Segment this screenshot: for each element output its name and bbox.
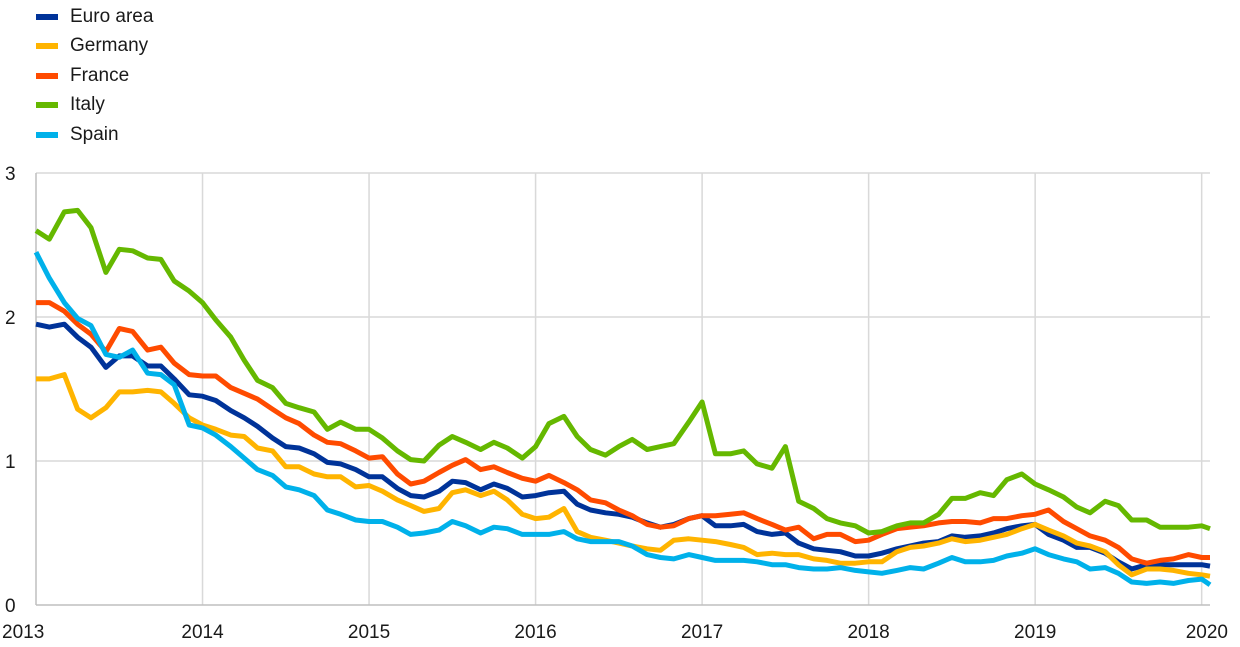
- legend-swatch: [36, 72, 58, 79]
- legend-swatch: [36, 13, 58, 20]
- x-tick-label: 2017: [681, 622, 723, 643]
- series-line-spain: [33, 251, 1212, 587]
- legend-label: France: [70, 64, 130, 86]
- legend-label: Spain: [70, 123, 119, 145]
- y-tick-label: 2: [5, 308, 16, 329]
- y-tick-label: 0: [5, 596, 16, 617]
- x-tick-label: 2014: [181, 622, 224, 643]
- legend-item: Euro area: [36, 2, 153, 32]
- y-tick-labels: 0 1 2 3: [5, 164, 16, 617]
- series-line-france: [36, 300, 1210, 566]
- series-line-italy: [34, 207, 1211, 536]
- y-tick-label: 3: [5, 164, 16, 185]
- legend-label: Euro area: [70, 5, 154, 27]
- axes: [35, 173, 1210, 606]
- series-line-euro-area: [35, 321, 1211, 572]
- legend-item: Italy: [36, 91, 153, 121]
- legend-item: Spain: [36, 120, 153, 150]
- x-tick-label: 2016: [514, 622, 556, 643]
- x-tick-label: 2018: [847, 622, 889, 643]
- y-tick-label: 1: [5, 452, 16, 473]
- legend-label: Italy: [70, 94, 105, 116]
- x-tick-labels: 2013 2014 2015 2016 2017 2018 2019 2020: [2, 622, 1228, 643]
- legend-swatch: [36, 102, 58, 109]
- x-tick-label: 2020: [1186, 622, 1228, 643]
- x-tick-label: 2015: [348, 622, 390, 643]
- legend-item: France: [36, 61, 153, 91]
- series-lines: [33, 207, 1212, 587]
- x-tick-label: 2019: [1014, 622, 1056, 643]
- legend-label: Germany: [70, 35, 149, 57]
- legend-swatch: [36, 131, 58, 138]
- gridlines: [36, 172, 1210, 605]
- x-tick-label: 2013: [2, 622, 44, 643]
- legend-item: Germany: [36, 32, 153, 62]
- series-line-germany: [36, 372, 1211, 579]
- legend-swatch: [36, 43, 58, 50]
- legend: Euro area Germany France Italy Spain: [36, 2, 153, 150]
